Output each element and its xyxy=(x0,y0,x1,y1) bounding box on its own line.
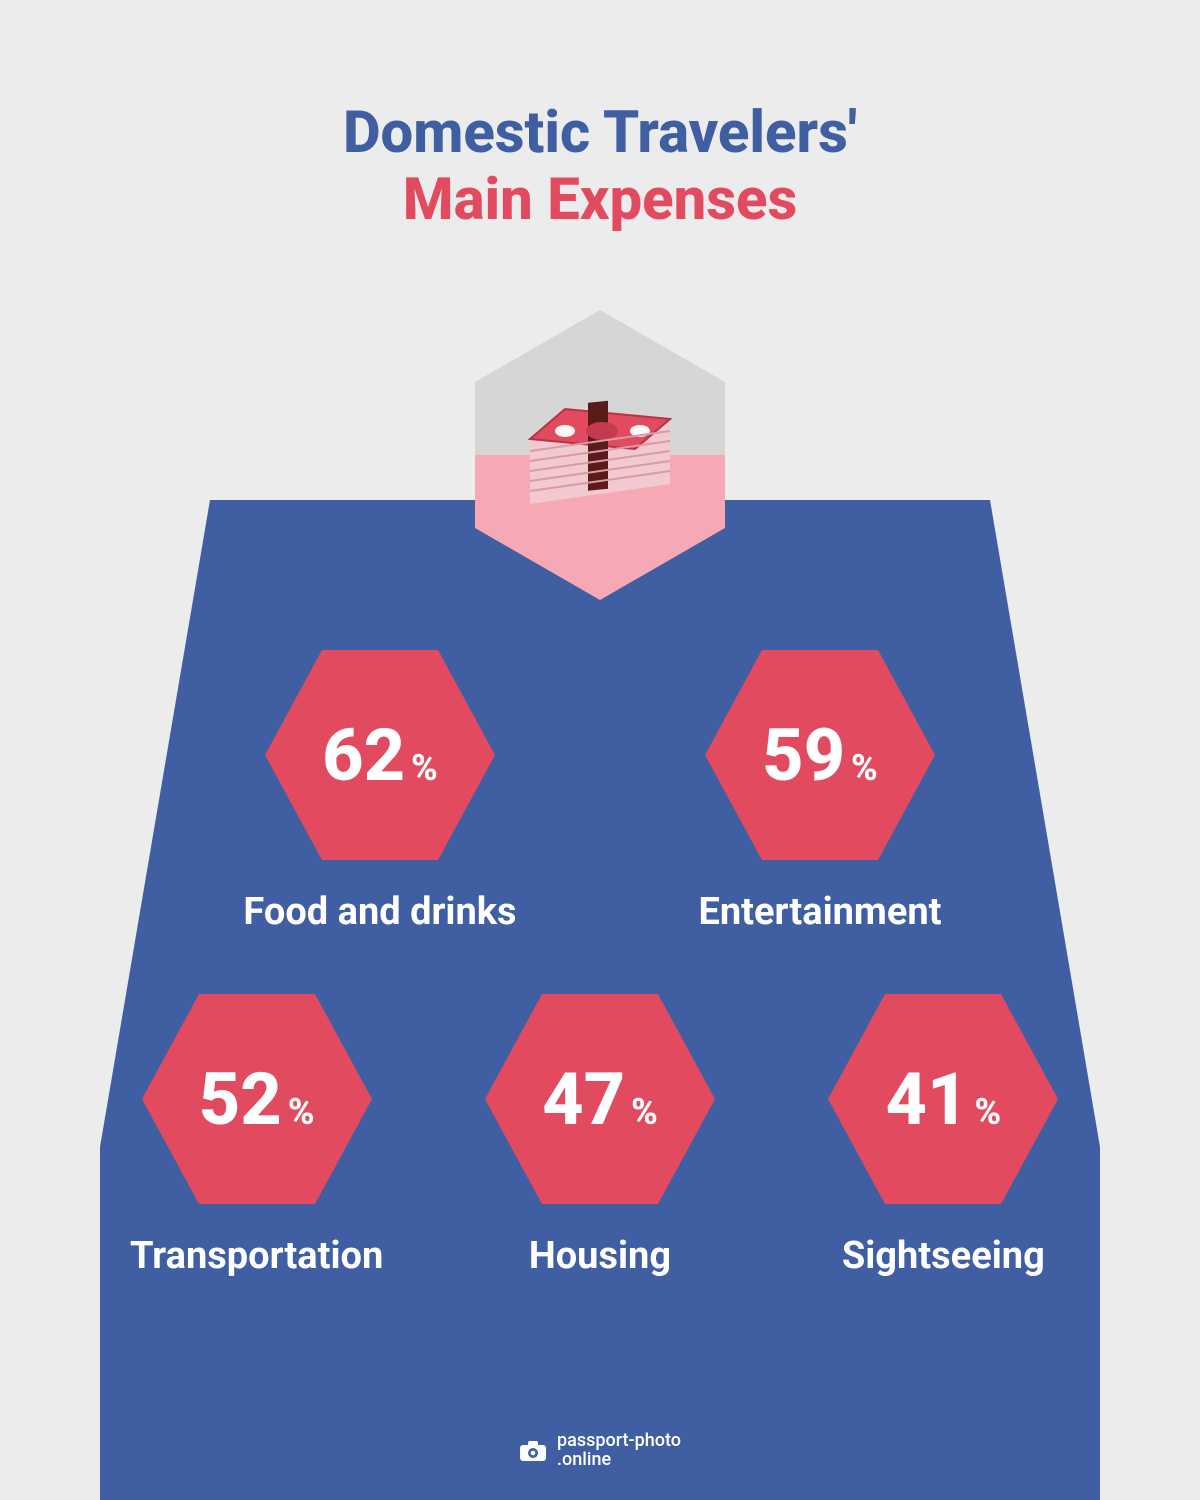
stat-label: Food and drinks xyxy=(243,890,516,934)
stat-item-transportation: 52% Transportation xyxy=(120,994,393,1278)
footer-text: passport-photo .online xyxy=(557,1432,681,1470)
stat-value: 59 xyxy=(762,713,845,798)
percent-sign: % xyxy=(974,1091,1001,1133)
stat-item-entertainment: 59% Entertainment xyxy=(670,650,970,934)
money-stack-icon xyxy=(510,389,690,509)
percent-sign: % xyxy=(411,747,438,789)
stat-label: Sightseeing xyxy=(842,1234,1045,1278)
stat-item-food: 62% Food and drinks xyxy=(230,650,530,934)
stat-hex: 47% xyxy=(485,994,715,1204)
stat-hex: 62% xyxy=(265,650,495,860)
stat-hex: 52% xyxy=(142,994,372,1204)
footer-line1: passport-photo xyxy=(557,1430,681,1451)
footer-line2: .online xyxy=(557,1449,611,1470)
stat-item-housing: 47% Housing xyxy=(463,994,736,1278)
camera-icon xyxy=(519,1440,547,1462)
title-line2: Main Expenses xyxy=(0,167,1200,234)
stats-grid: 62% Food and drinks 59% Entertainment xyxy=(100,650,1100,1338)
stat-value: 62 xyxy=(322,713,405,798)
stat-value: 47 xyxy=(542,1057,625,1142)
money-hex-icon xyxy=(470,310,730,600)
stat-value: 41 xyxy=(885,1057,968,1142)
stat-hex: 41% xyxy=(828,994,1058,1204)
percent-sign: % xyxy=(631,1091,658,1133)
footer-attribution: passport-photo .online xyxy=(519,1432,681,1470)
stat-label: Housing xyxy=(529,1234,671,1278)
title-line1: Domestic Travelers' xyxy=(0,100,1200,167)
page-title: Domestic Travelers' Main Expenses xyxy=(0,0,1200,233)
stat-item-sightseeing: 41% Sightseeing xyxy=(807,994,1080,1278)
stat-hex: 59% xyxy=(705,650,935,860)
content-panel: 62% Food and drinks 59% Entertainment xyxy=(0,500,1200,1500)
stat-label: Entertainment xyxy=(698,890,941,934)
percent-sign: % xyxy=(851,747,878,789)
stat-value: 52 xyxy=(199,1057,282,1142)
percent-sign: % xyxy=(288,1091,315,1133)
stat-label: Transportation xyxy=(130,1234,383,1278)
